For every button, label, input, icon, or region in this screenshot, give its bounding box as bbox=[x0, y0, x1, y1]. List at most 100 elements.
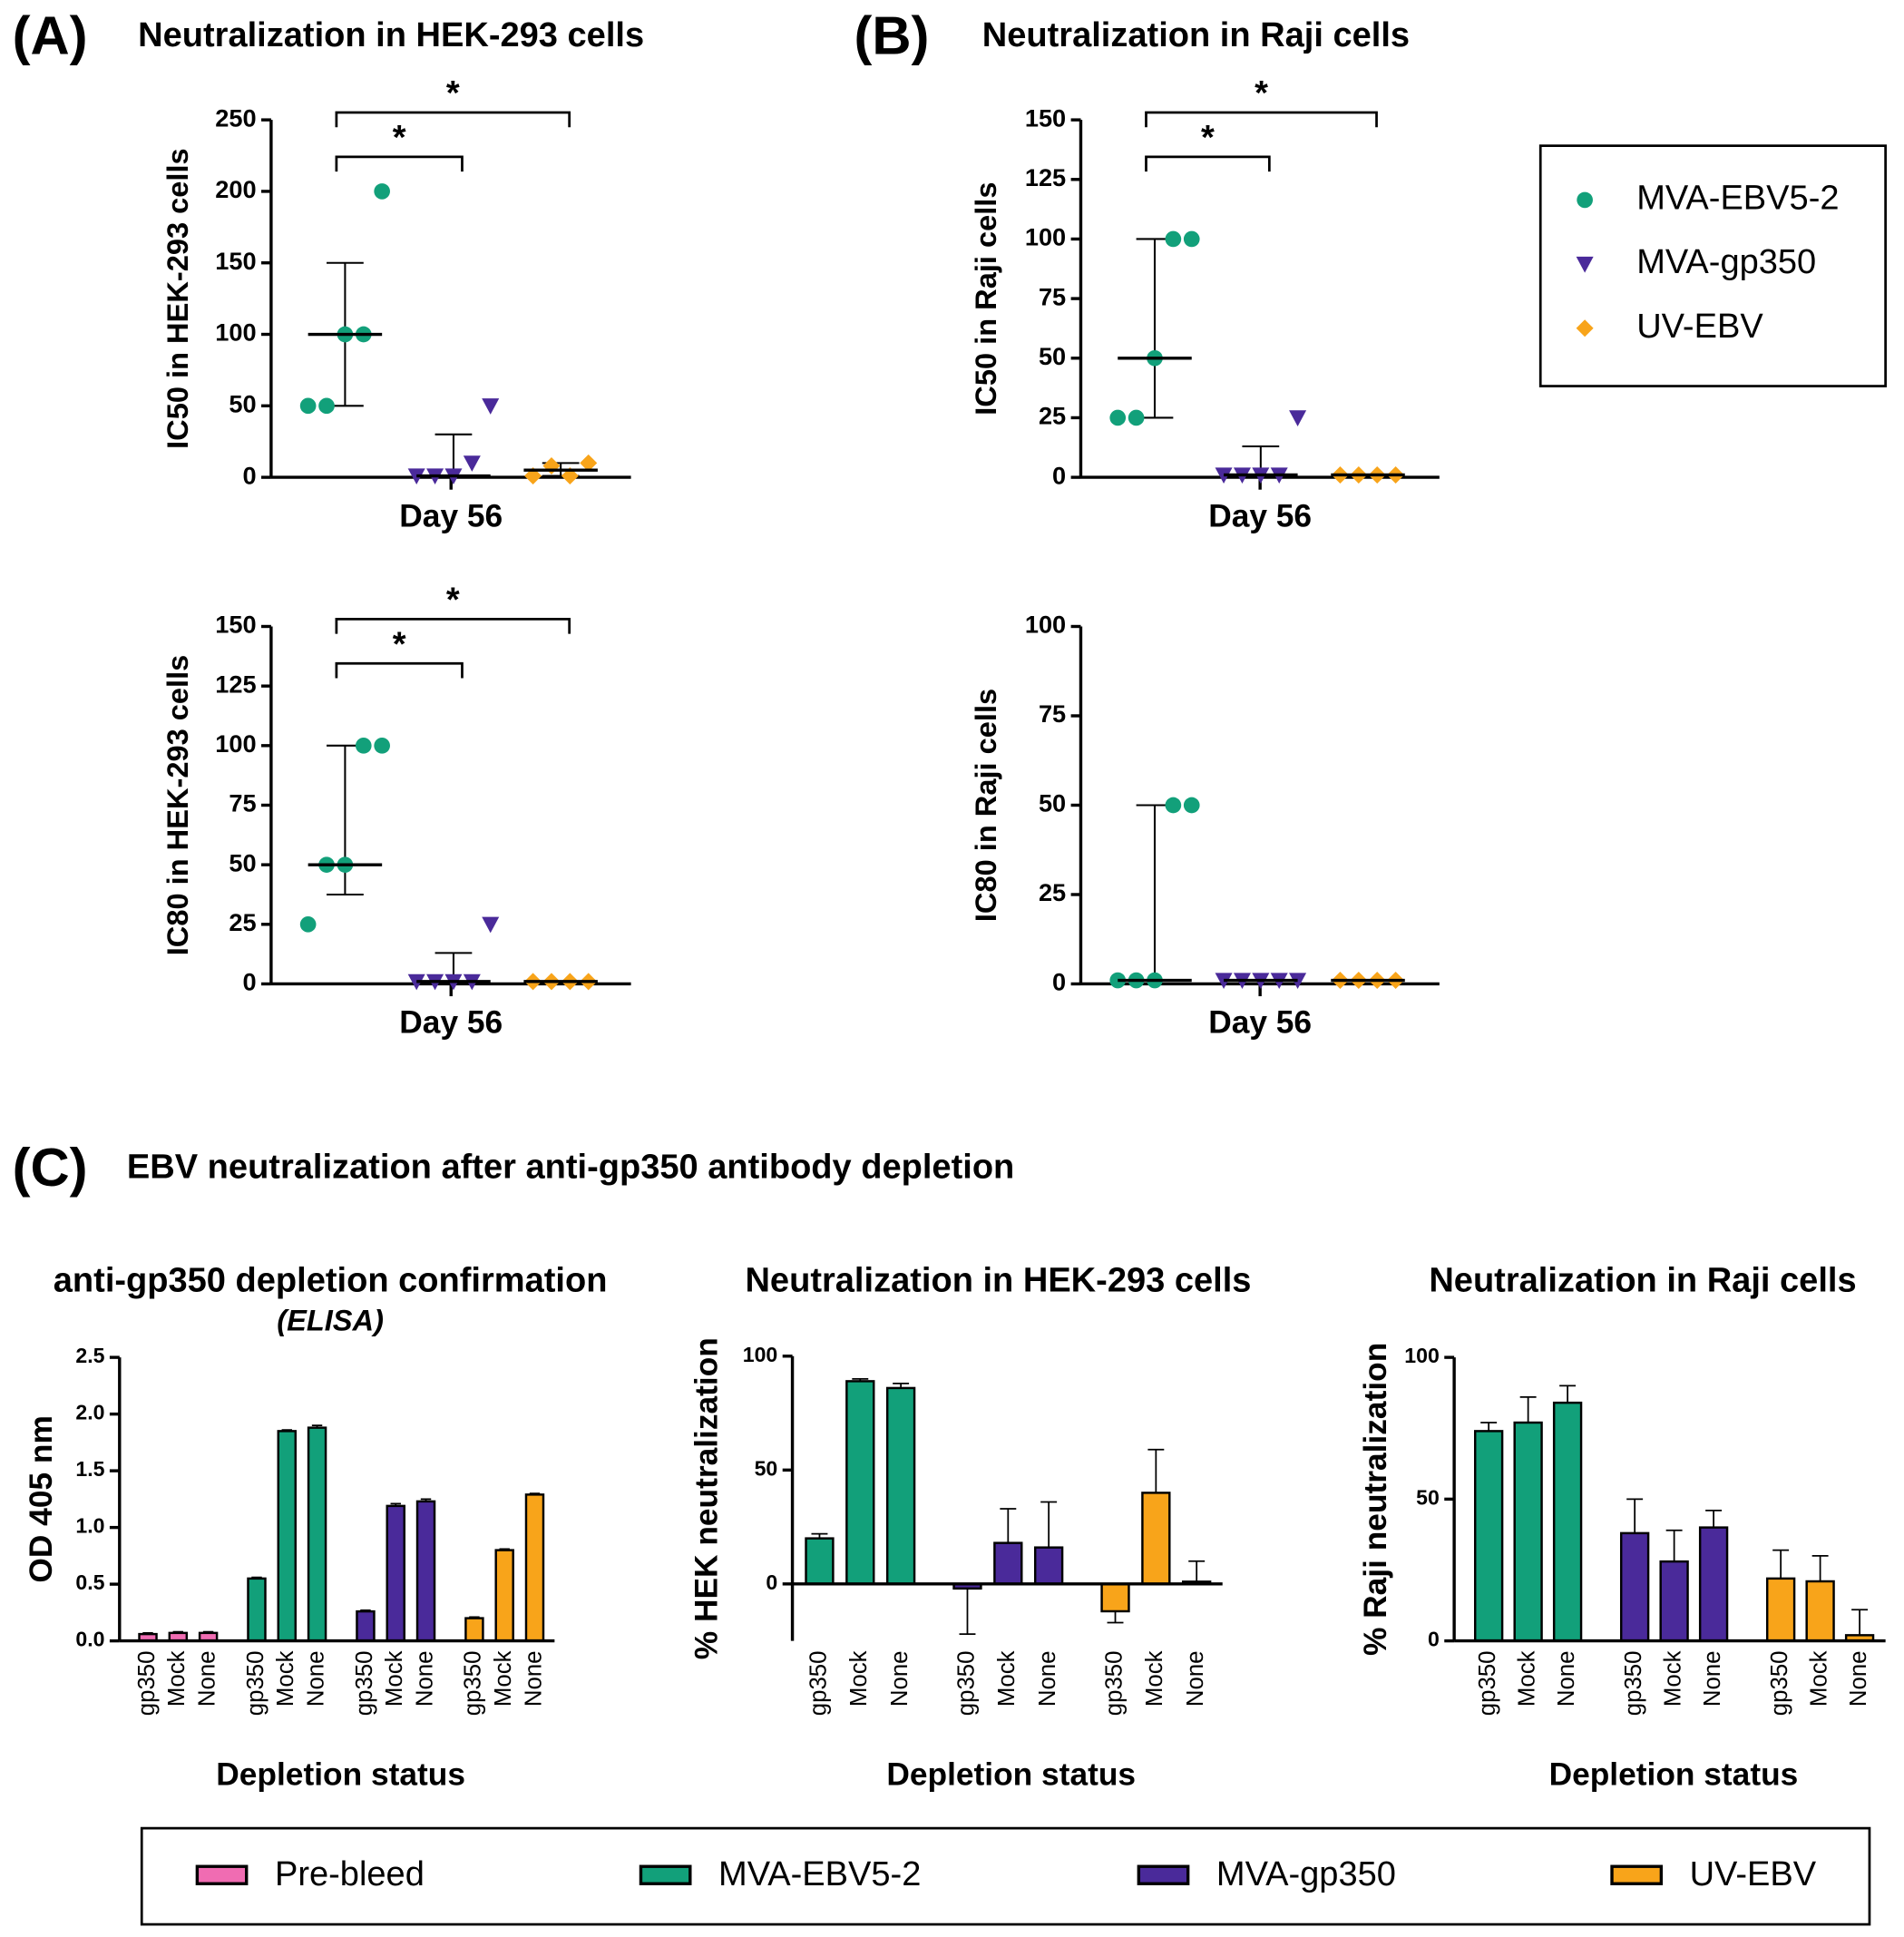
x-tick-label: Mock bbox=[846, 1650, 872, 1707]
y-tick-label: 100 bbox=[215, 318, 256, 347]
bar bbox=[845, 1380, 875, 1586]
chart-title: Neutralization in HEK-293 cells bbox=[745, 1261, 1251, 1299]
x-tick-label: None bbox=[1700, 1650, 1725, 1707]
y-tick-label: 150 bbox=[215, 247, 256, 275]
x-tick-label: None bbox=[1554, 1650, 1579, 1707]
y-tick-label: 25 bbox=[229, 908, 256, 936]
legend-label: MVA-EBV5-2 bbox=[1636, 179, 1839, 217]
x-tick-label: gp350 bbox=[352, 1650, 377, 1716]
x-tick-label: None bbox=[1846, 1650, 1871, 1707]
point bbox=[1289, 410, 1307, 426]
y-tick-label: 125 bbox=[215, 670, 256, 698]
x-tick-label: Day 56 bbox=[399, 498, 503, 533]
x-tick-label: None bbox=[1035, 1650, 1060, 1707]
y-tick-label: 50 bbox=[229, 389, 256, 417]
x-tick-label: gp350 bbox=[461, 1650, 486, 1716]
panel-title: Neutralization in Raji cells bbox=[982, 16, 1410, 54]
panel-label: (B) bbox=[854, 5, 929, 66]
legend-label: UV-EBV bbox=[1690, 1855, 1817, 1893]
significance-bracket bbox=[335, 661, 464, 679]
x-tick-label: gp350 bbox=[1101, 1650, 1127, 1716]
legend-label: UV-EBV bbox=[1636, 308, 1763, 346]
legend-marker bbox=[1576, 256, 1594, 273]
legend-marker bbox=[1577, 191, 1593, 209]
y-tick-label: 0 bbox=[1428, 1628, 1440, 1651]
y-tick-label: 200 bbox=[215, 175, 256, 203]
bar bbox=[1552, 1401, 1583, 1642]
x-tick-label: Mock bbox=[491, 1650, 516, 1707]
x-tick-label: gp350 bbox=[243, 1650, 269, 1716]
bar bbox=[1033, 1546, 1064, 1586]
x-tick-label: Mock bbox=[994, 1650, 1020, 1707]
x-tick-label: gp350 bbox=[1767, 1650, 1792, 1716]
x-tick-label: Mock bbox=[1514, 1650, 1539, 1707]
y-tick-label: 50 bbox=[1039, 342, 1066, 370]
point bbox=[299, 915, 317, 933]
point bbox=[318, 397, 335, 415]
bar bbox=[1659, 1560, 1689, 1642]
x-tick-label: gp350 bbox=[1475, 1650, 1500, 1716]
y-tick-label: 75 bbox=[229, 789, 256, 817]
point bbox=[1165, 230, 1182, 248]
y-axis-label: % Raji neutralization bbox=[1358, 1343, 1393, 1656]
y-axis-label: OD 405 nm bbox=[24, 1415, 59, 1582]
bar bbox=[1619, 1531, 1650, 1642]
y-tick-label: 1.5 bbox=[75, 1457, 104, 1481]
x-tick-label: gp350 bbox=[953, 1650, 979, 1716]
x-tick-label: None bbox=[303, 1650, 328, 1707]
significance-label: * bbox=[446, 74, 460, 113]
bar bbox=[356, 1609, 376, 1642]
significance-bracket bbox=[1145, 155, 1271, 172]
x-tick-label: None bbox=[521, 1650, 546, 1707]
y-tick-label: 0 bbox=[766, 1570, 777, 1594]
significance-bracket bbox=[335, 155, 464, 172]
bar bbox=[277, 1430, 298, 1642]
point bbox=[1109, 409, 1127, 426]
y-tick-label: 125 bbox=[1025, 163, 1066, 191]
y-tick-label: 25 bbox=[1039, 402, 1066, 430]
legend-swatch bbox=[195, 1864, 249, 1885]
legend-label: MVA-EBV5-2 bbox=[718, 1855, 921, 1893]
y-tick-label: 25 bbox=[1039, 878, 1066, 906]
bar bbox=[1513, 1421, 1543, 1642]
x-tick-label: None bbox=[194, 1650, 220, 1707]
point bbox=[355, 737, 372, 754]
y-tick-label: 0.5 bbox=[75, 1570, 104, 1594]
bar bbox=[307, 1426, 327, 1642]
x-tick-label: Mock bbox=[382, 1650, 407, 1707]
y-axis-label: IC80 in HEK-293 cells bbox=[161, 655, 194, 956]
point bbox=[482, 916, 500, 934]
bar bbox=[805, 1537, 835, 1586]
panel-title: EBV neutralization after anti-gp350 anti… bbox=[127, 1148, 1014, 1186]
y-tick-label: 1.0 bbox=[75, 1514, 104, 1538]
y-tick-label: 75 bbox=[1039, 699, 1066, 728]
x-tick-label: None bbox=[1183, 1650, 1208, 1707]
bar bbox=[1473, 1430, 1504, 1642]
bar bbox=[1805, 1580, 1835, 1642]
y-tick-label: 50 bbox=[755, 1456, 778, 1480]
y-tick-label: 100 bbox=[743, 1343, 778, 1366]
bar bbox=[464, 1617, 484, 1642]
point bbox=[463, 455, 481, 472]
legend-label: Pre-bleed bbox=[275, 1855, 425, 1893]
legend-marker bbox=[1576, 319, 1594, 338]
x-tick-label: Mock bbox=[164, 1650, 190, 1707]
bar bbox=[1100, 1582, 1130, 1613]
legend-label: MVA-gp350 bbox=[1636, 243, 1816, 281]
y-tick-label: 150 bbox=[215, 611, 256, 639]
y-tick-label: 2.5 bbox=[75, 1344, 104, 1367]
y-tick-label: 150 bbox=[1025, 103, 1066, 132]
panel-label: (A) bbox=[13, 5, 88, 66]
x-tick-label: gp350 bbox=[134, 1650, 160, 1716]
y-tick-label: 0 bbox=[242, 461, 256, 489]
point bbox=[1183, 797, 1200, 814]
legend-swatch bbox=[1137, 1864, 1190, 1885]
x-tick-label: Mock bbox=[1660, 1650, 1685, 1707]
y-tick-label: 50 bbox=[229, 848, 256, 876]
x-tick-label: gp350 bbox=[1621, 1650, 1646, 1716]
x-tick-label: Mock bbox=[273, 1650, 298, 1707]
y-tick-label: 250 bbox=[215, 103, 256, 132]
significance-label: * bbox=[446, 581, 460, 619]
y-axis-label: IC50 in HEK-293 cells bbox=[161, 148, 194, 449]
y-tick-label: 100 bbox=[1025, 223, 1066, 251]
